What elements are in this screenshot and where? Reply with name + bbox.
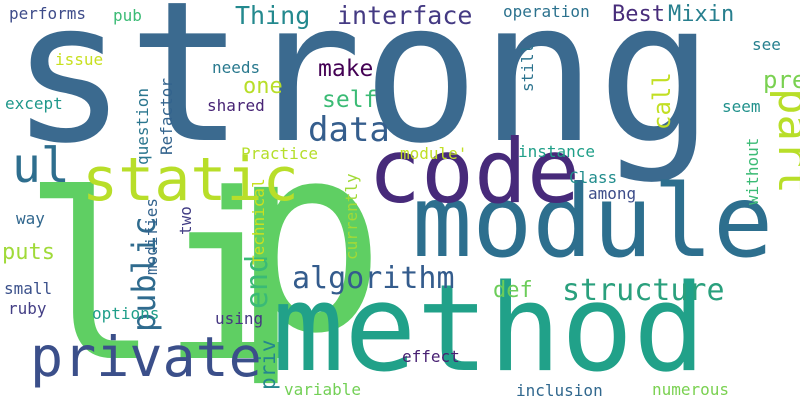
word-li: li — [22, 146, 299, 400]
word-question: question — [133, 87, 152, 165]
word-best: Best — [612, 2, 665, 27]
word-class: Class — [569, 168, 618, 187]
word-way: way — [16, 209, 45, 228]
word-except: except — [5, 94, 63, 113]
word-structure: structure — [562, 273, 725, 308]
word-still: still — [518, 43, 537, 92]
word-issue: issue — [55, 50, 104, 69]
word-def: def — [493, 278, 533, 303]
word-priv: priv — [256, 339, 280, 390]
word-refactor: Refactor — [157, 77, 176, 155]
word-using: using — [215, 309, 264, 328]
word-practice: Practice — [241, 144, 319, 163]
word-part: part — [768, 88, 800, 194]
word-algorithm: algorithm — [292, 261, 455, 296]
word-numerous: numerous — [652, 380, 730, 399]
word-performs: performs — [9, 4, 87, 23]
word-interface: interface — [337, 1, 473, 30]
word-seem: seem — [722, 97, 761, 116]
word-call: call — [648, 72, 676, 130]
word-needs: needs — [212, 58, 261, 77]
word-among: among — [588, 184, 637, 203]
word-module: module — [412, 163, 774, 280]
word-two: two — [176, 206, 195, 235]
word-mixin: Mixin — [668, 2, 735, 27]
word-thing: Thing — [235, 1, 311, 30]
word-make: make — [318, 56, 374, 82]
word-pub: pub — [113, 6, 142, 25]
word-variable: variable — [284, 380, 362, 399]
word-ruby: ruby — [8, 299, 47, 318]
word-currently: currently — [342, 173, 361, 260]
word-data: data — [308, 110, 390, 150]
word-strong: strong — [10, 0, 715, 186]
word-operation: operation — [503, 2, 590, 21]
word-see: see — [752, 35, 781, 54]
word-options: options — [92, 304, 160, 323]
word-without: without — [743, 137, 762, 205]
word-pre: pre — [763, 66, 800, 94]
word-code: code — [368, 120, 580, 223]
word-shared: shared — [207, 96, 265, 115]
word-self: self — [322, 87, 378, 113]
word-static: static — [82, 145, 299, 215]
word-module: module' — [400, 144, 468, 163]
word-effect: effect — [402, 347, 460, 366]
word-inclusion: inclusion — [516, 381, 603, 400]
word-ul: ul — [12, 138, 70, 194]
word-instance: instance — [518, 142, 596, 161]
word-one: one — [243, 74, 283, 99]
word-modifies: modifies — [142, 197, 161, 275]
word-p: p — [230, 89, 387, 391]
word-method: method — [272, 260, 706, 399]
word-small: small — [4, 279, 53, 298]
word-puts: puts — [2, 240, 55, 265]
word-private: private — [30, 325, 262, 389]
word-technical: Technical — [249, 178, 268, 265]
